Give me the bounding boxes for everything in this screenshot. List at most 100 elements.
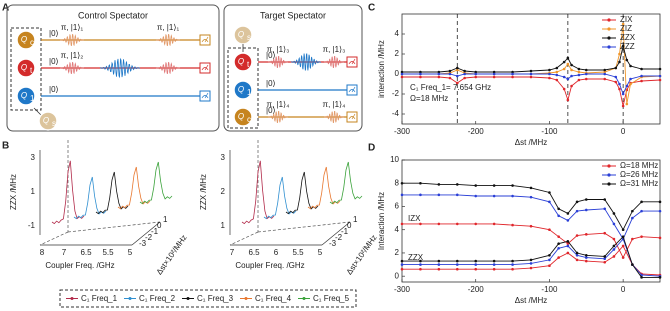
panel-label: A [2, 3, 9, 14]
data-point [640, 276, 643, 279]
data-point [566, 242, 570, 245]
measure-icon [348, 58, 356, 65]
legend-label: Ω=18 MHz [620, 161, 658, 170]
z-axis-title: ZZX /MHz [199, 174, 208, 210]
pulse [267, 111, 289, 123]
data-point [640, 79, 643, 83]
data-point [463, 72, 466, 76]
data-point [584, 233, 588, 236]
data-point [557, 235, 560, 238]
annotation: C₁ Freq_1= 7.654 GHz [410, 83, 491, 92]
z-tick-label: -1 [28, 221, 36, 230]
qubit-sub: s [52, 119, 56, 128]
measure-gate [199, 90, 211, 102]
data-point [566, 240, 570, 243]
ket: |0⟩ [49, 29, 59, 38]
x-axis-title: Δst /MHz [515, 138, 547, 147]
legend-marker [128, 297, 132, 300]
data-point [529, 262, 533, 265]
data-point [625, 102, 629, 106]
ket: |0⟩ [49, 57, 59, 66]
y-tick-label: 0 [395, 271, 400, 280]
data-point [555, 73, 559, 77]
data-point [511, 223, 514, 227]
data-point [419, 259, 422, 263]
d-tick-label: 0 [347, 221, 352, 230]
data-point [584, 259, 588, 263]
data-point [529, 69, 533, 73]
panel-label: B [2, 141, 9, 152]
trace [307, 166, 341, 210]
data-point [603, 72, 607, 76]
data-point [555, 66, 559, 70]
x-tick-label: 8 [40, 248, 45, 257]
plot-frame [401, 159, 661, 283]
x-tick-label: 5 [128, 248, 133, 257]
data-point [400, 72, 404, 76]
d-tick-label: -1 [151, 227, 159, 236]
data-point [614, 66, 618, 70]
data-point [577, 67, 581, 71]
data-point [640, 273, 643, 277]
data-point [631, 263, 634, 266]
measure-gate [199, 62, 211, 74]
y-tick-label: 6 [395, 202, 400, 211]
data-point [557, 214, 560, 218]
qubit-label: Q [21, 91, 27, 100]
legend-label: ZZZ [620, 42, 635, 51]
x-tick-label: -300 [394, 127, 411, 136]
data-point [437, 75, 441, 79]
qubit [16, 86, 36, 106]
data-point [548, 258, 551, 262]
data-point [603, 260, 607, 264]
data-point [474, 263, 478, 266]
legend-label: Ω=31 MHz [620, 179, 658, 188]
data-point [419, 75, 422, 79]
data-point [492, 267, 496, 271]
data-point [625, 58, 629, 62]
x-tick-label: -100 [541, 285, 558, 294]
legend-marker [607, 173, 611, 177]
legend-marker [186, 297, 190, 300]
qubit [16, 58, 36, 78]
data-point [437, 263, 441, 266]
data-point [612, 248, 616, 251]
data-point [562, 75, 566, 79]
data-point [557, 207, 560, 211]
data-point [658, 200, 662, 204]
data-point [658, 78, 662, 82]
pulse-label: π, |1⟩₃ [267, 45, 290, 54]
data-point [474, 194, 478, 198]
data-point [448, 76, 452, 80]
x-axis-title: Coupler Freq. /GHz [235, 261, 304, 270]
qubit-label: Q [43, 116, 49, 125]
data-point [529, 258, 533, 262]
data-point [584, 256, 588, 259]
x-tick-label: 7 [230, 248, 235, 257]
data-point [511, 70, 514, 74]
data-point [400, 75, 404, 79]
data-point [492, 259, 496, 263]
target-box [223, 4, 363, 132]
data-point [575, 258, 579, 262]
ket: |0⟩ [49, 85, 59, 94]
d-axis-title: Δst×10²/MHz [345, 233, 379, 276]
data-point [566, 56, 570, 60]
measure-gate [346, 56, 358, 68]
z-tick-label: 1 [221, 221, 226, 230]
series-line [402, 182, 660, 231]
data-point [437, 259, 441, 263]
measure-gate [346, 111, 358, 123]
data-point [566, 244, 570, 248]
data-point [557, 242, 560, 245]
legend-label: C₁ Freq_5 [313, 294, 350, 303]
data-point [529, 75, 533, 79]
data-point [511, 75, 514, 79]
data-point [400, 267, 404, 271]
data-point [621, 235, 625, 238]
legend-label: ZIX [620, 15, 633, 24]
qubit-sub: c [247, 115, 251, 124]
legend-marker [70, 297, 74, 300]
data-point [419, 267, 422, 271]
